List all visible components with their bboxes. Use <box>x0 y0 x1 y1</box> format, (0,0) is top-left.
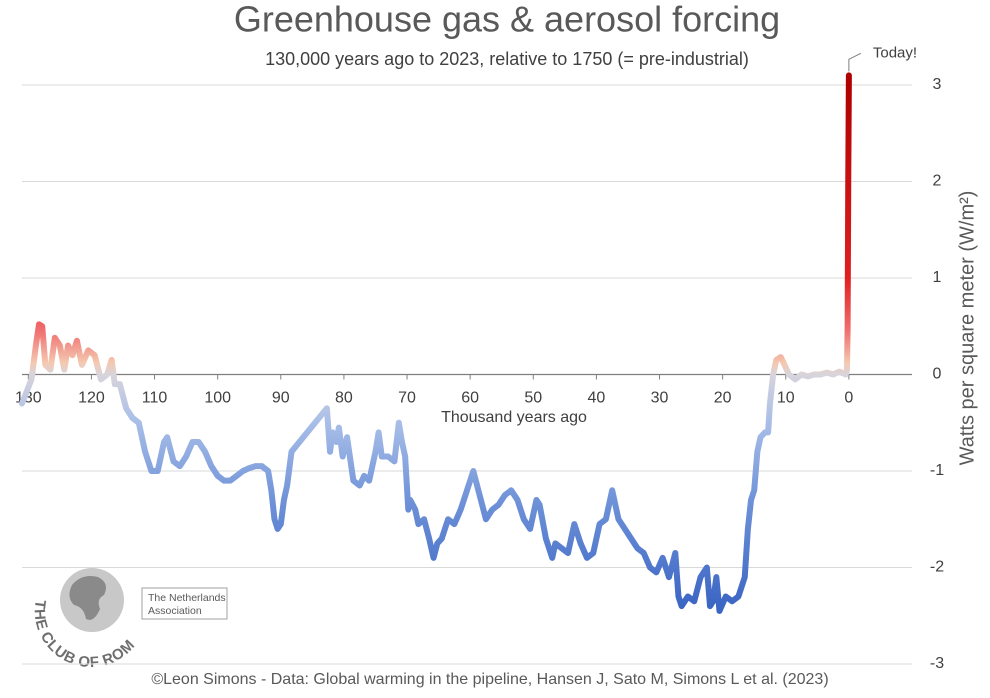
logo-name-path: THE CLUB OF ROME <box>0 0 138 671</box>
x-tick-label: 30 <box>651 390 669 407</box>
x-tick-label: 60 <box>461 390 479 407</box>
x-tick-label: 10 <box>777 390 795 407</box>
x-tick-label: 90 <box>272 390 290 407</box>
y-tick-label: 2 <box>933 173 942 190</box>
logo: THE CLUB OF ROME The Netherlands Associa… <box>0 0 228 671</box>
chart-subtitle: 130,000 years ago to 2023, relative to 1… <box>265 49 749 69</box>
y-tick-label: -3 <box>930 655 944 672</box>
y-tick-label: 1 <box>933 269 942 286</box>
y-tick-label: -2 <box>930 559 944 576</box>
x-tick-label: 40 <box>587 390 605 407</box>
logo-association: Association <box>148 605 202 617</box>
logo-box <box>141 587 228 620</box>
x-tick-label: 80 <box>335 390 353 407</box>
x-axis-label: Thousand years ago <box>441 409 587 426</box>
logo-name: THE CLUB OF ROME <box>0 0 138 671</box>
y-tick-label: 3 <box>933 76 942 93</box>
y-tick-label: 0 <box>933 366 942 383</box>
annotation-text: Today! <box>873 44 917 61</box>
x-tick-label: 120 <box>78 390 105 407</box>
x-tick-label: 110 <box>142 390 168 407</box>
logo-land <box>69 576 106 620</box>
source-note: ©Leon Simons - Data: Global warming in t… <box>151 671 828 688</box>
x-tick-label: 0 <box>844 390 853 407</box>
chart-title: Greenhouse gas & aerosol forcing <box>234 0 780 40</box>
x-tick-label: 70 <box>398 390 416 407</box>
x-tick-label: 20 <box>714 390 732 407</box>
y-axis-label: Watts per square meter (W/m²) <box>956 191 978 466</box>
logo-association: The Netherlands <box>148 592 226 604</box>
x-tick-label: 100 <box>204 390 231 407</box>
annotation-leader <box>848 52 862 72</box>
y-tick-label: -1 <box>930 462 944 479</box>
x-tick-label: 50 <box>524 390 542 407</box>
data-line <box>19 72 852 614</box>
